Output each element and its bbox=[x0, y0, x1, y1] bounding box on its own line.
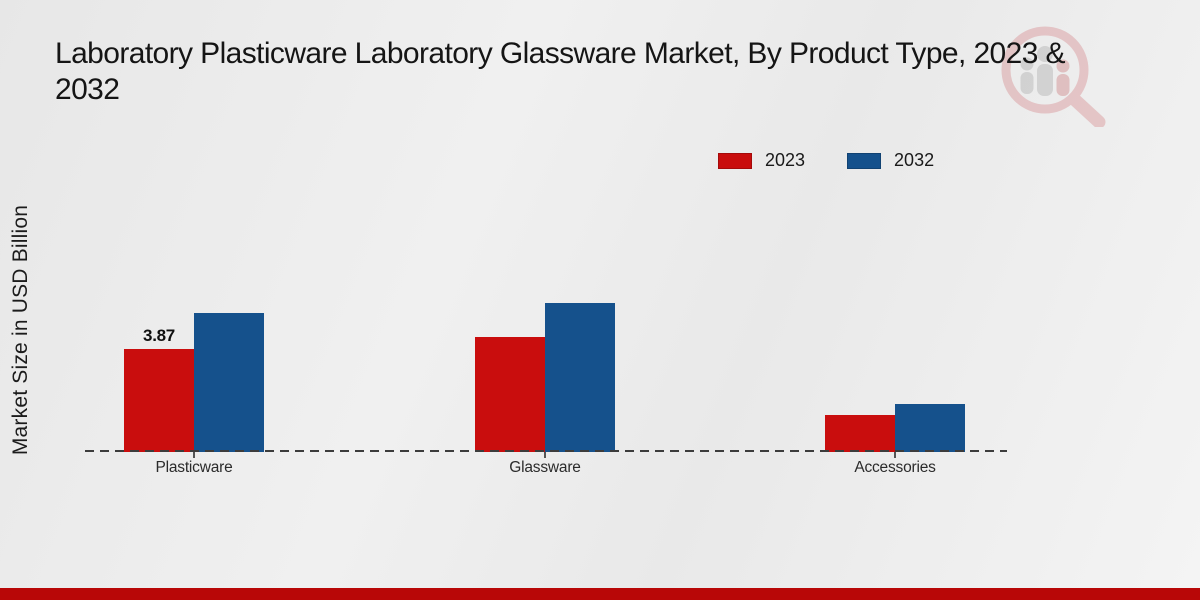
category-label-accessories: Accessories bbox=[854, 459, 936, 476]
legend-label-2032: 2032 bbox=[894, 150, 935, 170]
bar-2023-plasticware bbox=[124, 348, 194, 452]
y-axis-title: Market Size in USD Billion bbox=[9, 204, 32, 456]
legend-swatch-2023-icon bbox=[718, 152, 752, 169]
legend-item-2032: 2032 bbox=[847, 150, 934, 171]
legend-swatch-2032-icon bbox=[847, 152, 882, 169]
x-axis-tick bbox=[193, 452, 195, 458]
bar-2032-accessories bbox=[895, 404, 965, 452]
chart-title-line1: Laboratory Plasticware Laboratory Glassw… bbox=[55, 37, 1066, 70]
category-label-plasticware: Plasticware bbox=[155, 459, 233, 476]
bar-2023-glassware bbox=[475, 337, 545, 452]
magnifier-people-logo-watermark bbox=[1001, 26, 1106, 127]
footer-accent-bar bbox=[0, 588, 1200, 600]
value-label-plasticware: 3.87 bbox=[143, 325, 175, 345]
legend-label-2023: 2023 bbox=[765, 150, 806, 170]
x-axis-baseline bbox=[85, 450, 1007, 452]
x-axis-tick bbox=[544, 452, 546, 458]
bar-2032-glassware bbox=[545, 302, 615, 452]
chart-title: Laboratory Plasticware Laboratory Glassw… bbox=[55, 36, 1200, 108]
x-axis-tick bbox=[894, 452, 896, 458]
legend-item-2023: 2023 bbox=[718, 150, 805, 171]
bar-2032-plasticware bbox=[194, 313, 264, 452]
legend: 2023 2032 bbox=[718, 150, 934, 171]
category-label-glassware: Glassware bbox=[509, 459, 581, 476]
chart-title-line2: 2032 bbox=[55, 73, 120, 106]
bar-2023-accessories bbox=[825, 414, 895, 452]
